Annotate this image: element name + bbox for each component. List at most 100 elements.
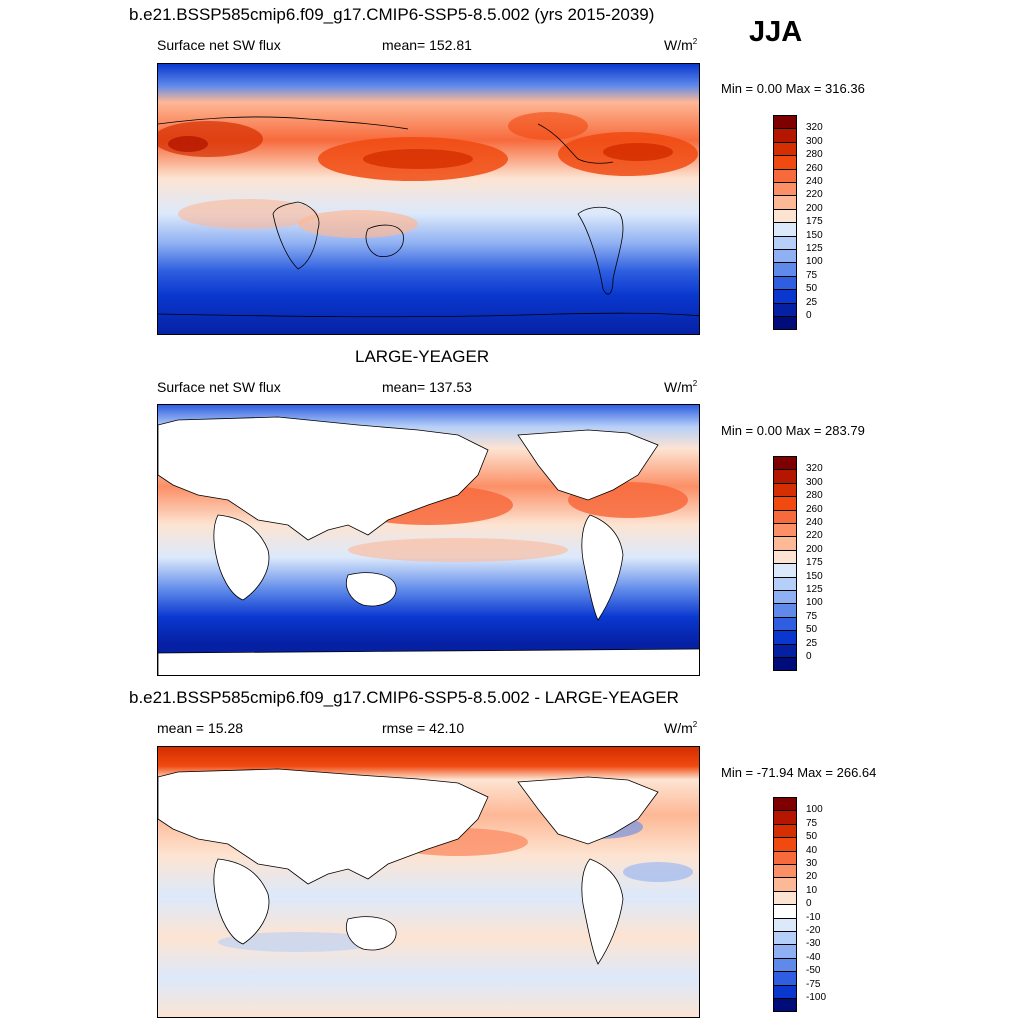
panel-middle-title: LARGE-YEAGER — [355, 347, 490, 366]
colorbar-tick-label: 25 — [806, 296, 818, 308]
panel-middle-minmax: Min = 0.00 Max = 283.79 — [721, 423, 865, 438]
colorbar-tick-label: -40 — [806, 951, 821, 963]
colorbar-swatch — [773, 603, 797, 618]
colorbar-swatch — [773, 971, 797, 986]
colorbar-tick-label: -100 — [806, 992, 827, 1003]
colorbar-tick-label: -75 — [806, 978, 821, 990]
colorbar-swatch — [773, 168, 797, 183]
colorbar-swatch — [773, 576, 797, 591]
colorbar-swatch — [773, 998, 797, 1012]
colorbar-swatch — [773, 904, 797, 919]
panel-middle-mean-label: mean= 137.53 — [382, 379, 472, 395]
colorbar-tick-label: 150 — [806, 570, 823, 582]
panel-bottom-mean-label: mean = 15.28 — [157, 720, 244, 736]
colorbar-swatch — [773, 877, 797, 892]
colorbar-swatch — [773, 917, 797, 932]
panel-bottom-rmse-label: rmse = 42.10 — [382, 720, 465, 736]
colorbar-tick-label: -50 — [806, 965, 821, 977]
colorbar-tick-label: 0 — [806, 898, 812, 910]
colorbar-tick-label: 50 — [806, 283, 818, 295]
colorbar-tick-label: 100 — [806, 597, 823, 609]
colorbar-tick-label: 220 — [806, 189, 823, 201]
colorbar-tick-label: 75 — [806, 817, 818, 829]
colorbar-tick-label: 320 — [806, 122, 823, 134]
colorbar-swatch — [773, 128, 797, 143]
colorbar-swatch — [773, 195, 797, 210]
colorbar-swatch — [773, 944, 797, 959]
colorbar-swatch — [773, 469, 797, 484]
colorbar-swatch — [773, 496, 797, 511]
panel-bottom-units: W/m2 — [664, 720, 698, 736]
colorbar-swatch — [773, 249, 797, 263]
colorbar-tick-label: 150 — [806, 229, 823, 241]
colorbar-swatch — [773, 182, 797, 196]
colorbar-swatch — [773, 523, 797, 537]
colorbar-tick-label: 175 — [806, 216, 823, 228]
colorbar-swatch — [773, 643, 797, 658]
colorbar-swatch — [773, 931, 797, 945]
colorbar-swatch — [773, 657, 797, 671]
colorbar-swatch — [773, 810, 797, 825]
panel-middle-units: W/m2 — [664, 379, 698, 395]
colorbar-swatch — [773, 630, 797, 645]
panel-top-map — [157, 63, 700, 335]
panel-top-minmax: Min = 0.00 Max = 316.36 — [721, 81, 865, 96]
colorbar-tick-label: 75 — [806, 610, 818, 622]
colorbar-swatch — [773, 302, 797, 317]
colorbar-tick-label: 280 — [806, 149, 823, 161]
colorbar-swatch — [773, 850, 797, 865]
colorbar-tick-label: 125 — [806, 584, 823, 595]
season-label: JJA — [749, 16, 803, 48]
colorbar-swatch — [773, 235, 797, 250]
panel-top-units: W/m2 — [664, 37, 698, 53]
panel-bottom-map — [157, 746, 700, 1018]
colorbar-swatch — [773, 275, 797, 290]
colorbar-tick-label: 240 — [806, 517, 823, 528]
colorbar-tick-label: 125 — [806, 243, 823, 254]
colorbar-swatch — [773, 482, 797, 497]
panel-middle-map — [157, 404, 700, 676]
colorbar-tick-label: 10 — [806, 884, 818, 896]
colorbar-swatch — [773, 549, 797, 564]
colorbar-tick-label: 40 — [806, 844, 818, 856]
colorbar-swatch — [773, 115, 797, 129]
colorbar-tick-label: 25 — [806, 637, 818, 649]
colorbar-swatch — [773, 837, 797, 852]
colorbar-swatch — [773, 456, 797, 470]
colorbar-tick-label: 75 — [806, 269, 818, 281]
colorbar-tick-label: 100 — [806, 256, 823, 268]
colorbar-swatch — [773, 509, 797, 524]
colorbar-swatch — [773, 316, 797, 330]
panel-bottom-title: b.e21.BSSP585cmip6.f09_g17.CMIP6-SSP5-8.… — [129, 688, 679, 707]
panel-top-mean-label: mean= 152.81 — [382, 37, 472, 53]
colorbar-swatch — [773, 155, 797, 170]
colorbar-tick-label: 240 — [806, 176, 823, 187]
colorbar-tick-label: -10 — [806, 911, 821, 923]
colorbar-swatch — [773, 262, 797, 277]
colorbar-tick-label: 260 — [806, 162, 823, 174]
colorbar-tick-label: 0 — [806, 310, 812, 321]
colorbar-tick-label: 200 — [806, 543, 823, 555]
colorbar-swatch — [773, 289, 797, 304]
colorbar-swatch — [773, 984, 797, 999]
colorbar-swatch — [773, 797, 797, 811]
colorbar-tick-label: 300 — [806, 135, 823, 147]
colorbar-swatch — [773, 536, 797, 551]
panel-middle-variable-label: Surface net SW flux — [157, 379, 281, 395]
colorbar-swatch — [773, 823, 797, 838]
colorbar-tick-label: 175 — [806, 557, 823, 569]
colorbar-swatch — [773, 208, 797, 223]
colorbar-tick-label: 30 — [806, 858, 818, 869]
colorbar-tick-label: 100 — [806, 804, 823, 816]
colorbar-swatch — [773, 890, 797, 905]
colorbar-swatch — [773, 141, 797, 156]
panel-top-variable-label: Surface net SW flux — [157, 37, 281, 53]
panel-top-title: b.e21.BSSP585cmip6.f09_g17.CMIP6-SSP5-8.… — [129, 5, 655, 24]
colorbar-swatch — [773, 222, 797, 237]
colorbar-tick-label: 50 — [806, 831, 818, 843]
colorbar-tick-label: 300 — [806, 476, 823, 488]
colorbar-tick-label: 220 — [806, 530, 823, 542]
colorbar-swatch — [773, 616, 797, 631]
colorbar-tick-label: 20 — [806, 871, 818, 883]
colorbar-swatch — [773, 864, 797, 878]
